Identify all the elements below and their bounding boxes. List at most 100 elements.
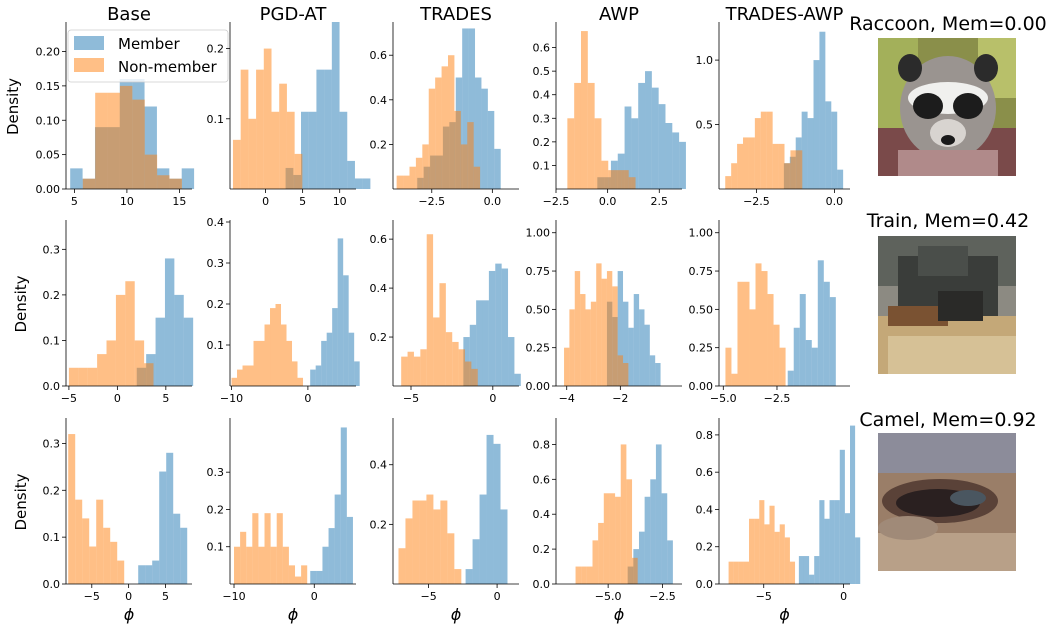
non-member-bar bbox=[575, 566, 582, 584]
member-bar bbox=[494, 148, 501, 189]
non-member-bar bbox=[465, 361, 472, 386]
member-bar bbox=[347, 160, 355, 189]
non-member-bar bbox=[439, 283, 446, 386]
non-member-bar bbox=[733, 561, 739, 584]
non-member-bar bbox=[790, 150, 797, 189]
member-bar bbox=[628, 327, 634, 386]
non-member-bar bbox=[82, 518, 90, 584]
member-bar bbox=[638, 82, 646, 189]
non-member-bar bbox=[623, 363, 629, 386]
non-member-bar bbox=[452, 341, 459, 386]
non-member-bar bbox=[96, 499, 104, 584]
non-member-bar bbox=[294, 153, 303, 189]
subplot-r0-c0: 5 10 15 0.00 0.05 0.10 0.15 0.20 Base Density Memb… bbox=[4, 4, 229, 208]
non-member-bar bbox=[134, 340, 145, 386]
non-member-bar bbox=[580, 294, 586, 386]
member-bar bbox=[472, 539, 480, 584]
non-member-bar bbox=[419, 500, 427, 584]
camel-image bbox=[878, 433, 1016, 571]
non-member-bar bbox=[433, 317, 440, 386]
non-member-bar bbox=[606, 271, 613, 386]
non-member-bar bbox=[270, 546, 277, 584]
non-member-bar bbox=[415, 157, 423, 189]
non-member-bar bbox=[89, 546, 97, 584]
non-member-bar bbox=[103, 527, 111, 584]
member-bar bbox=[807, 118, 814, 189]
non-member-bar bbox=[413, 356, 421, 386]
non-member-bar bbox=[594, 118, 602, 189]
x-tick-label: 5 bbox=[71, 195, 78, 208]
non-member-bar bbox=[87, 367, 98, 386]
member-bar bbox=[645, 71, 652, 189]
non-member-bar bbox=[259, 340, 265, 386]
member-bar bbox=[343, 275, 349, 386]
member-bar bbox=[655, 363, 661, 386]
non-member-bar bbox=[264, 324, 271, 386]
member-bar bbox=[819, 500, 825, 584]
member-bar bbox=[180, 527, 188, 584]
member-bar bbox=[809, 574, 815, 584]
member-bar bbox=[348, 332, 355, 386]
image-title-train: Train, Mem=0.42 bbox=[866, 210, 1030, 232]
member-bar bbox=[183, 317, 194, 386]
y-tick-label: 0.00 bbox=[36, 183, 61, 196]
non-member-bar bbox=[301, 565, 308, 584]
member-bar bbox=[829, 297, 836, 386]
x-axis-label: ϕ bbox=[614, 605, 625, 624]
y-tick-label: 0.1 bbox=[207, 339, 225, 352]
non-member-bar bbox=[725, 176, 732, 189]
member-bar bbox=[508, 337, 515, 386]
legend: Member Non-member bbox=[67, 29, 229, 83]
subplot-r2-c3: −5.0 −2.5 0.0 0.2 0.4 0.6 0.8 ϕ bbox=[533, 418, 682, 624]
y-tick-label: 0.75 bbox=[526, 265, 551, 278]
y-tick-label: 0.2 bbox=[370, 331, 388, 344]
x-axis-label: ϕ bbox=[124, 605, 135, 624]
member-bar bbox=[514, 373, 521, 386]
member-bar bbox=[665, 123, 673, 189]
non-member-bar bbox=[132, 99, 145, 189]
non-member-bar bbox=[784, 537, 790, 584]
non-member-bar bbox=[601, 160, 609, 189]
legend-non-member-label: Non-member bbox=[118, 58, 218, 76]
non-member-bar bbox=[574, 82, 581, 189]
member-bar bbox=[462, 28, 469, 190]
train-image bbox=[878, 236, 1016, 374]
non-member-bar bbox=[774, 531, 780, 584]
subplot-title: Base bbox=[107, 4, 151, 25]
non-member-bar bbox=[769, 505, 775, 584]
x-tick-label: 0 bbox=[311, 590, 318, 603]
subplot-r0-c2: −2.5 0.0 0.2 0.4 0.6 TRADES bbox=[370, 4, 519, 208]
non-member-bar bbox=[574, 271, 581, 386]
y-tick-label: 0.2 bbox=[43, 289, 61, 302]
y-tick-label: 0.6 bbox=[370, 233, 388, 246]
x-tick-label: 0.0 bbox=[599, 195, 617, 208]
member-bar bbox=[321, 340, 327, 386]
y-tick-label: 0.2 bbox=[207, 503, 225, 516]
x-tick-label: 0.0 bbox=[826, 195, 844, 208]
member-bar bbox=[814, 556, 820, 584]
member-bar bbox=[340, 427, 347, 584]
non-member-bar bbox=[75, 499, 83, 584]
x-tick-label: 0 bbox=[125, 590, 132, 603]
non-member-bar bbox=[626, 479, 633, 584]
member-bar bbox=[152, 560, 160, 584]
non-member-bar bbox=[743, 281, 750, 386]
y-tick-label: 0.0 bbox=[533, 578, 551, 591]
member-bar bbox=[476, 300, 483, 386]
subplot-r0-c4: −2.5 0.0 0.5 1.0 TRADES-AWP bbox=[696, 4, 850, 208]
member-bar bbox=[803, 556, 810, 584]
member-bar bbox=[799, 294, 806, 386]
non-member-bar bbox=[82, 178, 96, 189]
non-member-bar bbox=[422, 144, 429, 189]
non-member-bar bbox=[460, 144, 468, 189]
member-bar bbox=[638, 531, 645, 584]
subplot-title: TRADES-AWP bbox=[725, 4, 844, 25]
y-tick-label: 0.5 bbox=[696, 119, 714, 132]
non-member-bar bbox=[590, 301, 597, 386]
non-member-bar bbox=[263, 48, 272, 189]
non-member-bar bbox=[454, 569, 462, 584]
y-tick-label: 0.4 bbox=[370, 94, 388, 107]
subplot-r1-c1: −10 0 0.1 0.2 0.3 0.4 bbox=[207, 216, 360, 405]
non-member-bar bbox=[281, 324, 287, 386]
